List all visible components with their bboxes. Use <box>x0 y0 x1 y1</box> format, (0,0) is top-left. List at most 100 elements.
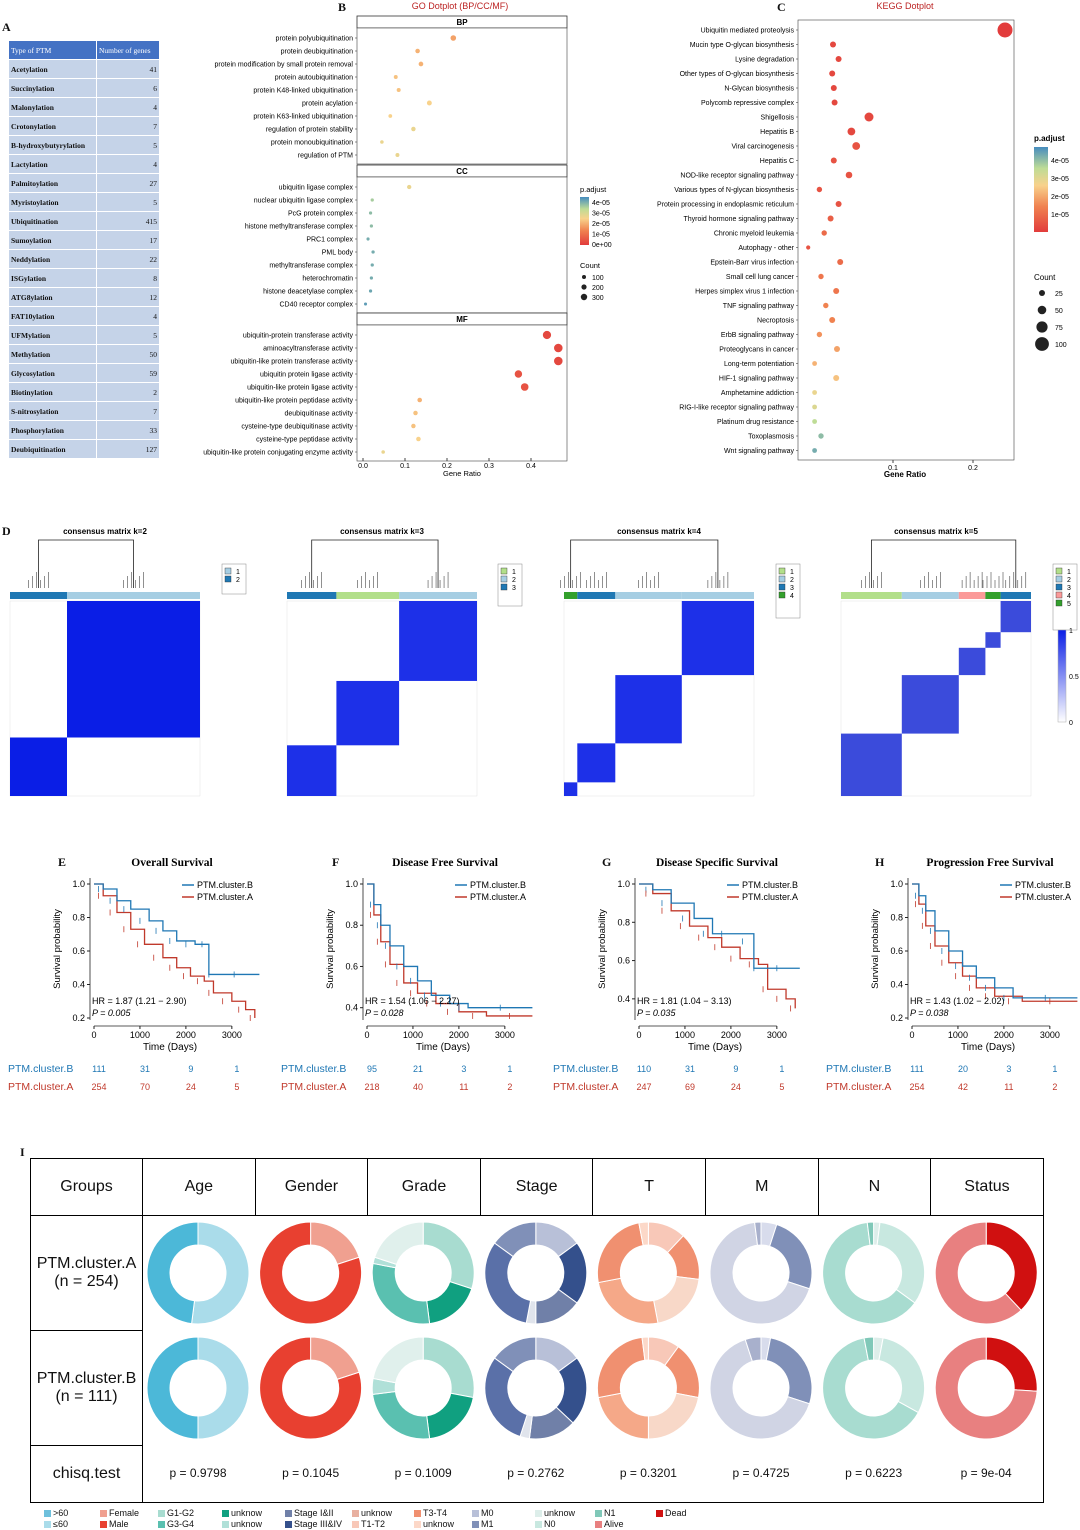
kegg-colorbar-tick: 4e-05 <box>1051 158 1069 165</box>
go-size-key <box>582 275 586 279</box>
risk-count-b: 1 <box>1052 1064 1057 1074</box>
kegg-term-label: N-Glycan biosynthesis <box>724 86 794 93</box>
legend-text: ≤60 <box>53 1519 68 1529</box>
go-dot <box>450 35 457 41</box>
legend-item: M0 <box>472 1508 494 1518</box>
ptm-type-cell: Methylation <box>8 344 97 364</box>
donut-slice <box>259 1336 363 1440</box>
donut-slice <box>985 1336 1038 1392</box>
kegg-size-key-label: 25 <box>1055 291 1063 298</box>
consensus-legend-label: 5 <box>1067 601 1071 608</box>
ptm-type-cell: Sumoylation <box>8 230 97 250</box>
go-term-label: deubiquitinase activity <box>285 411 354 418</box>
go-colorbar-tick: 2e-05 <box>592 221 610 228</box>
kegg-colorbar-tick: 1e-05 <box>1051 212 1069 219</box>
legend-item: T1-T2 <box>352 1519 385 1529</box>
ptm-row: Deubiquitination 127 <box>8 439 161 459</box>
km-curve-a <box>912 883 1078 1002</box>
kegg-term-label: NOD-like receptor signaling pathway <box>680 173 794 180</box>
go-term-label: ubiquitin protein ligase activity <box>260 372 353 379</box>
consensus-block <box>67 601 200 738</box>
donut-grid <box>146 1221 1038 1440</box>
go-dot <box>417 397 423 403</box>
legend-label-b: PTM.cluster.B <box>470 880 526 890</box>
ptm-header-count: Number of genes <box>95 40 161 60</box>
kegg-dot <box>835 56 842 62</box>
kegg-term-label: Polycomb repressive complex <box>701 100 794 107</box>
kegg-term-label: Amphetamine addiction <box>721 390 794 397</box>
risk-count-b: 31 <box>140 1064 150 1074</box>
y-tick-label: 0.8 <box>890 913 903 923</box>
go-dot <box>416 436 421 442</box>
go-term-label: regulation of protein stability <box>266 127 354 134</box>
legend-swatch <box>472 1510 479 1518</box>
risk-count-b: 31 <box>685 1064 695 1074</box>
dendrogram <box>570 539 719 588</box>
ptm-row: S-nitrosylation 7 <box>8 401 161 421</box>
risk-count-a: 247 <box>636 1082 651 1092</box>
go-term-label: protein deubiquitination <box>281 49 353 56</box>
go-term-label: ubiquitin-protein transferase activity <box>243 333 354 340</box>
p-value: p = 0.4725 <box>732 1466 790 1480</box>
legend-item: >60 <box>44 1508 68 1518</box>
go-dot <box>368 211 373 215</box>
go-dot <box>411 423 416 429</box>
ptm-count-cell: 5 <box>95 135 161 155</box>
risk-label-b: PTM.cluster.B <box>826 1063 891 1075</box>
consensus-colorbar <box>1057 629 1067 723</box>
km-p: P = 0.028 <box>365 1008 403 1018</box>
legend-label-a: PTM.cluster.A <box>470 892 526 902</box>
legend-text: unknow <box>423 1519 455 1529</box>
facet-panel <box>356 176 568 314</box>
ptm-row: Lactylation 4 <box>8 154 161 174</box>
km-title: Overall Survival <box>131 857 212 869</box>
ptm-count-cell: 6 <box>95 78 161 98</box>
donut-slice <box>596 1336 646 1399</box>
kegg-dot <box>833 288 840 294</box>
donut-slice <box>822 1221 916 1325</box>
kegg-dot <box>845 171 853 179</box>
ptm-row: Acetylation 41 <box>8 59 161 79</box>
donut-slice <box>493 1221 537 1258</box>
donut-slice <box>765 1337 813 1405</box>
donut-slice <box>647 1392 700 1440</box>
legend-label-b: PTM.cluster.B <box>1015 880 1071 890</box>
header-groups: Groups <box>30 1158 143 1216</box>
go-term-label: histone deacetylase complex <box>263 289 353 296</box>
go-dot <box>413 410 418 416</box>
consensus-legend-swatch <box>500 583 508 591</box>
legend-item: Stage I&II <box>285 1508 334 1518</box>
kegg-colorbar-tick: 2e-05 <box>1051 194 1069 201</box>
consensus-colorbar-tick: 1 <box>1069 628 1073 635</box>
kegg-dot <box>816 186 823 193</box>
donut-slice <box>371 1262 431 1325</box>
legend-item: unknow <box>222 1508 262 1518</box>
donut-slice <box>146 1336 199 1440</box>
legend-item: Male <box>100 1519 129 1529</box>
consensus-legend-swatch <box>778 575 786 583</box>
go-legend-size-title: Count <box>580 261 601 270</box>
go-term-label: ubiquitin-like protein transferase activ… <box>230 359 353 366</box>
consensus-legend-label: 4 <box>1067 593 1071 600</box>
kegg-dot <box>818 273 824 280</box>
ptm-row: Neddylation 22 <box>8 249 161 269</box>
ptm-type-cell: Acetylation <box>8 59 97 79</box>
kegg-term-label: Toxoplasmosis <box>748 434 794 441</box>
legend-swatch <box>44 1521 51 1529</box>
go-term-label: protein K63-linked ubiquitination <box>253 114 353 121</box>
kegg-panel <box>797 19 1015 461</box>
consensus-block <box>841 733 902 796</box>
y-tick-label: 0.4 <box>345 1003 358 1013</box>
legend-swatch <box>158 1521 165 1529</box>
ptm-count-cell: 5 <box>95 192 161 212</box>
kegg-dot <box>831 99 838 106</box>
legend-item: unknow <box>222 1519 262 1529</box>
kegg-dot <box>812 448 817 453</box>
go-term-label: PRC1 complex <box>306 237 353 244</box>
risk-count-b: 9 <box>188 1064 193 1074</box>
consensus-block <box>10 737 67 796</box>
y-tick-label: 1.0 <box>617 879 630 889</box>
y-tick-label: 1.0 <box>72 879 85 889</box>
ptm-count-cell: 33 <box>95 420 161 440</box>
